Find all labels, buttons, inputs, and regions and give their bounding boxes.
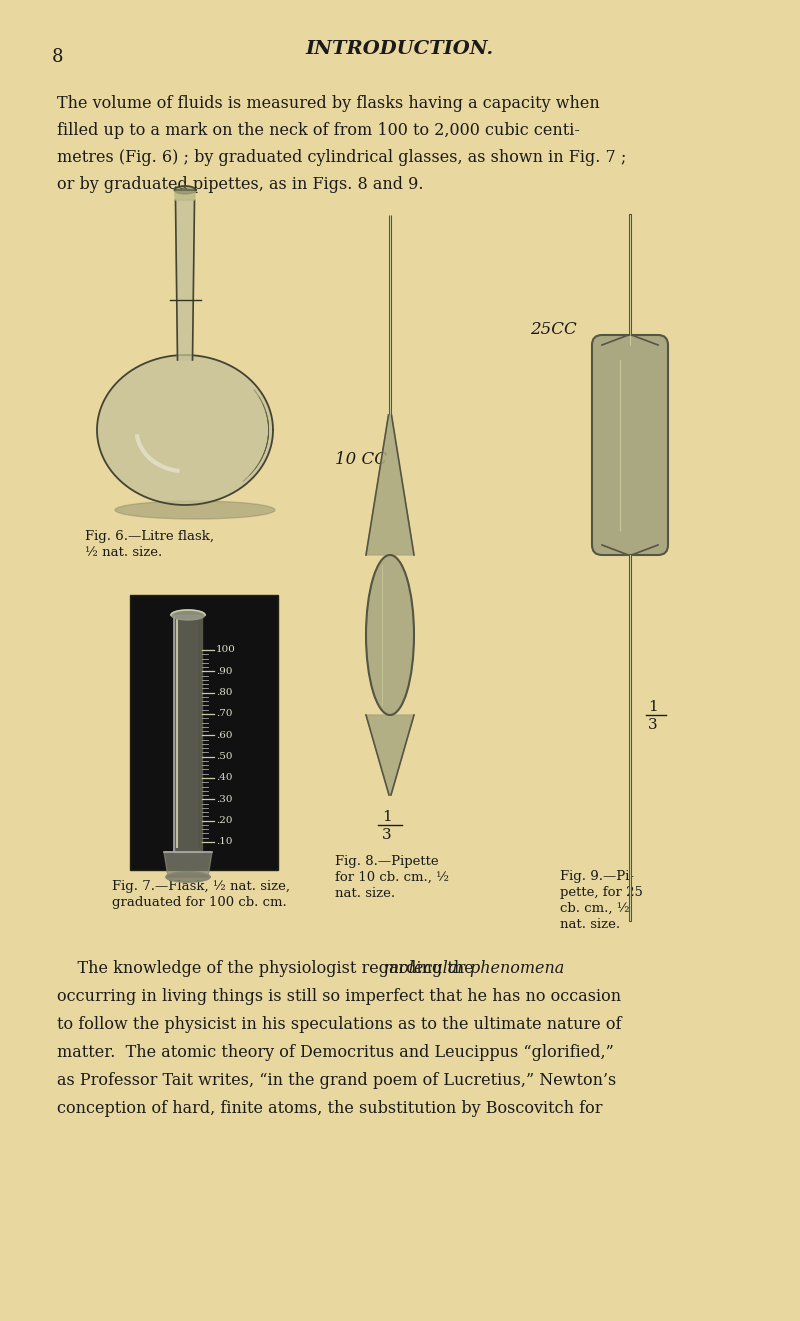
Polygon shape bbox=[366, 415, 414, 555]
Text: matter.  The atomic theory of Democritus and Leucippus “glorified,”: matter. The atomic theory of Democritus … bbox=[57, 1044, 614, 1061]
Text: Fig. 6.—Litre flask,: Fig. 6.—Litre flask, bbox=[85, 530, 214, 543]
Text: for 10 cb. cm., ½: for 10 cb. cm., ½ bbox=[335, 871, 449, 884]
Text: The volume of fluids is measured by flasks having a capacity when: The volume of fluids is measured by flas… bbox=[57, 95, 600, 112]
Text: .30: .30 bbox=[216, 795, 233, 804]
Bar bbox=[130, 594, 278, 871]
Polygon shape bbox=[174, 616, 202, 852]
Ellipse shape bbox=[366, 555, 414, 715]
Text: occurring in living things is still so imperfect that he has no occasion: occurring in living things is still so i… bbox=[57, 988, 621, 1005]
Text: 1: 1 bbox=[382, 810, 392, 824]
Text: 25CC: 25CC bbox=[530, 321, 577, 338]
Text: .60: .60 bbox=[216, 731, 233, 740]
Ellipse shape bbox=[174, 186, 195, 194]
Text: .90: .90 bbox=[216, 667, 233, 676]
Text: .70: .70 bbox=[216, 709, 233, 719]
Polygon shape bbox=[174, 190, 195, 199]
Text: cb. cm., ½: cb. cm., ½ bbox=[560, 902, 630, 915]
Text: Fig. 9.—Pi-: Fig. 9.—Pi- bbox=[560, 871, 634, 882]
Text: nat. size.: nat. size. bbox=[560, 918, 620, 931]
FancyBboxPatch shape bbox=[592, 336, 668, 555]
Polygon shape bbox=[164, 852, 212, 877]
Text: or by graduated pipettes, as in Figs. 8 and 9.: or by graduated pipettes, as in Figs. 8 … bbox=[57, 176, 423, 193]
Text: molecular phenomena: molecular phenomena bbox=[383, 960, 564, 978]
Ellipse shape bbox=[115, 501, 275, 519]
Text: conception of hard, finite atoms, the substitution by Boscovitch for: conception of hard, finite atoms, the su… bbox=[57, 1100, 602, 1118]
Text: .20: .20 bbox=[216, 816, 233, 826]
Text: metres (Fig. 6) ; by graduated cylindrical glasses, as shown in Fig. 7 ;: metres (Fig. 6) ; by graduated cylindric… bbox=[57, 149, 626, 166]
Text: to follow the physicist in his speculations as to the ultimate nature of: to follow the physicist in his speculati… bbox=[57, 1016, 622, 1033]
Polygon shape bbox=[602, 546, 658, 555]
Ellipse shape bbox=[171, 610, 205, 620]
Text: INTRODUCTION.: INTRODUCTION. bbox=[306, 40, 494, 58]
Text: 1: 1 bbox=[648, 700, 658, 713]
Text: 10 CC: 10 CC bbox=[335, 452, 387, 469]
Text: 8: 8 bbox=[52, 48, 63, 66]
Text: 100: 100 bbox=[216, 646, 236, 654]
Polygon shape bbox=[602, 336, 658, 345]
Text: nat. size.: nat. size. bbox=[335, 886, 395, 900]
Text: as Professor Tait writes, “in the grand poem of Lucretius,” Newton’s: as Professor Tait writes, “in the grand … bbox=[57, 1073, 616, 1089]
Text: 3: 3 bbox=[382, 828, 392, 841]
Text: 3: 3 bbox=[648, 719, 658, 732]
Text: .50: .50 bbox=[216, 752, 233, 761]
Text: .80: .80 bbox=[216, 688, 233, 697]
Text: filled up to a mark on the neck of from 100 to 2,000 cubic centi-: filled up to a mark on the neck of from … bbox=[57, 122, 580, 139]
Polygon shape bbox=[175, 199, 194, 361]
Text: .10: .10 bbox=[216, 838, 233, 847]
Text: ½ nat. size.: ½ nat. size. bbox=[85, 546, 162, 559]
Polygon shape bbox=[366, 715, 414, 795]
Polygon shape bbox=[97, 355, 273, 505]
Text: Fig. 7.—Flask, ½ nat. size,: Fig. 7.—Flask, ½ nat. size, bbox=[112, 880, 290, 893]
Text: Fig. 8.—Pipette: Fig. 8.—Pipette bbox=[335, 855, 438, 868]
Text: graduated for 100 cb. cm.: graduated for 100 cb. cm. bbox=[112, 896, 286, 909]
Text: .40: .40 bbox=[216, 774, 233, 782]
Text: pette, for 25: pette, for 25 bbox=[560, 886, 643, 900]
Text: The knowledge of the physiologist regarding the: The knowledge of the physiologist regard… bbox=[57, 960, 479, 978]
Ellipse shape bbox=[166, 872, 210, 882]
